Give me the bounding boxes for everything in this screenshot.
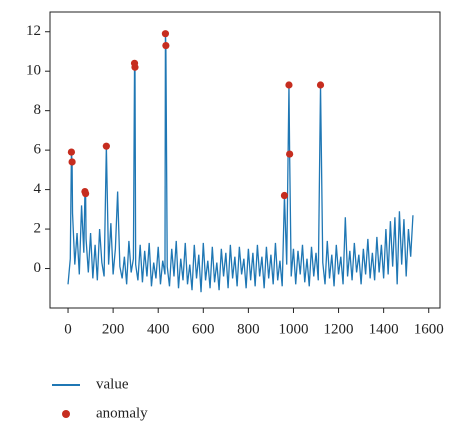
x-tick-label: 0	[64, 321, 72, 337]
point	[131, 63, 139, 71]
point	[82, 189, 90, 198]
y-tick-label: 6	[34, 142, 42, 158]
x-tick-label: 1000	[278, 321, 308, 337]
legend-label: anomaly	[96, 405, 148, 421]
x-tick-label: 400	[147, 321, 170, 337]
line	[67, 33, 414, 293]
x-tick-label: 600	[192, 321, 215, 337]
point	[280, 191, 289, 200]
legend-marker	[62, 410, 70, 418]
point	[102, 142, 110, 150]
y-tick-label: 4	[34, 181, 42, 197]
x-tick-label: 1400	[369, 321, 399, 337]
x-tick-label: 200	[102, 321, 125, 337]
x-tick-label: 1600	[414, 321, 444, 337]
point	[68, 158, 76, 166]
point	[67, 148, 76, 156]
legend-label: value	[96, 376, 129, 392]
x-tick-label: 800	[237, 321, 260, 337]
y-tick-label: 2	[34, 221, 42, 237]
plot-frame	[49, 11, 441, 309]
point	[286, 150, 294, 158]
y-tick-label: 8	[34, 102, 42, 118]
point	[316, 81, 325, 89]
y-tick-label: 10	[26, 63, 41, 79]
point	[285, 81, 293, 89]
point	[161, 30, 170, 38]
y-tick-label: 0	[34, 260, 42, 276]
x-tick-label: 1200	[324, 321, 354, 337]
y-tick-label: 12	[26, 23, 41, 39]
point	[162, 41, 170, 50]
